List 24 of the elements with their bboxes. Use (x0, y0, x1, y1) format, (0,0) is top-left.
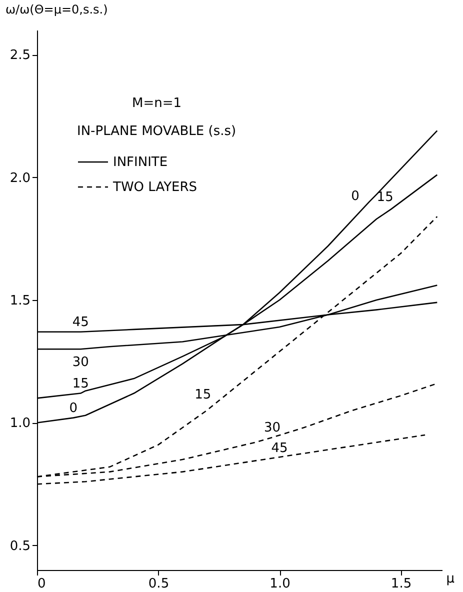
annotation: 15 (194, 388, 212, 403)
legend-label: INFINITE (113, 155, 168, 170)
y-tick-label: 2.0 (10, 170, 30, 186)
annotation: 15 (72, 376, 89, 392)
annotation: 45 (271, 441, 288, 456)
x-tick-label: 1.0 (270, 576, 290, 592)
annotation: 0 (69, 400, 78, 416)
annotation: 0 (351, 188, 360, 204)
legend-label: TWO LAYERS (112, 180, 198, 195)
x-tick-label: 0.5 (148, 576, 170, 592)
y-tick-label: 1.5 (10, 294, 30, 308)
legend-title: IN-PLANE MOVABLE (s.s) (77, 124, 236, 139)
y-tick-label: 0.5 (10, 538, 30, 554)
x-tick-label: 0 (38, 576, 46, 592)
annotation: 30 (264, 420, 281, 436)
annotation: 30 (72, 355, 89, 370)
annotation: 15 (376, 190, 394, 206)
y-tick-label: 2.5 (10, 48, 30, 64)
x-axis-title: μ (446, 572, 454, 586)
y-tick-label: 1.0 (10, 416, 30, 432)
annotation: 45 (72, 314, 89, 330)
annotation: M=n=1 (132, 96, 182, 111)
y-axis-title: ω/ω(Θ=μ=0,s.s.) (6, 2, 108, 16)
x-tick-label: 1.5 (390, 576, 412, 592)
